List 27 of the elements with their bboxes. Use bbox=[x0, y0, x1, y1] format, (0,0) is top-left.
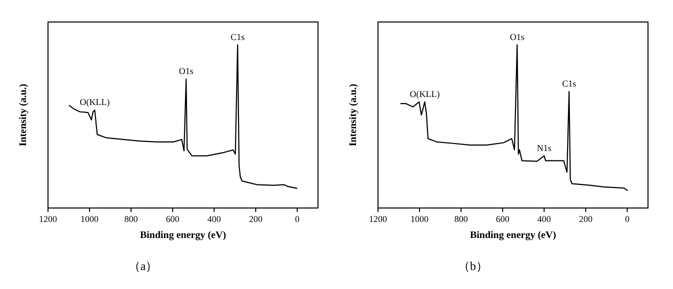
text: （b） bbox=[458, 259, 488, 273]
annotation: O1s bbox=[510, 32, 525, 42]
x-tick-label: 1200 bbox=[369, 214, 388, 224]
x-tick-label: 1000 bbox=[80, 214, 100, 224]
x-tick-label: 1000 bbox=[410, 214, 430, 224]
x-tick-label: 1200 bbox=[39, 214, 58, 224]
y-axis-title: Intensity (a.u.) bbox=[348, 84, 359, 146]
annotation: C1s bbox=[230, 32, 246, 42]
annotation: O(KLL) bbox=[410, 88, 440, 99]
x-tick-label: 400 bbox=[537, 214, 552, 224]
x-tick-label: 400 bbox=[207, 214, 222, 224]
x-tick-label: 200 bbox=[578, 214, 593, 224]
annotation: O(KLL) bbox=[80, 97, 110, 108]
annotation: N1s bbox=[536, 142, 552, 153]
x-tick-label: 0 bbox=[294, 214, 300, 224]
y-axis-title: Intensity (a.u.) bbox=[18, 84, 29, 146]
x-tick-label: 200 bbox=[248, 214, 263, 224]
x-tick-label: 800 bbox=[454, 214, 468, 224]
x-axis-title: Binding energy (eV) bbox=[140, 230, 226, 241]
x-axis-title: Binding energy (eV) bbox=[470, 230, 556, 241]
x-tick-label: 600 bbox=[496, 214, 510, 224]
x-tick-label: 800 bbox=[124, 214, 138, 224]
x-tick-label: 0 bbox=[624, 214, 630, 224]
text: （a） bbox=[128, 259, 158, 273]
annotation: C1s bbox=[562, 78, 577, 89]
annotation: O1s bbox=[178, 66, 194, 76]
x-tick-label: 600 bbox=[166, 214, 180, 224]
